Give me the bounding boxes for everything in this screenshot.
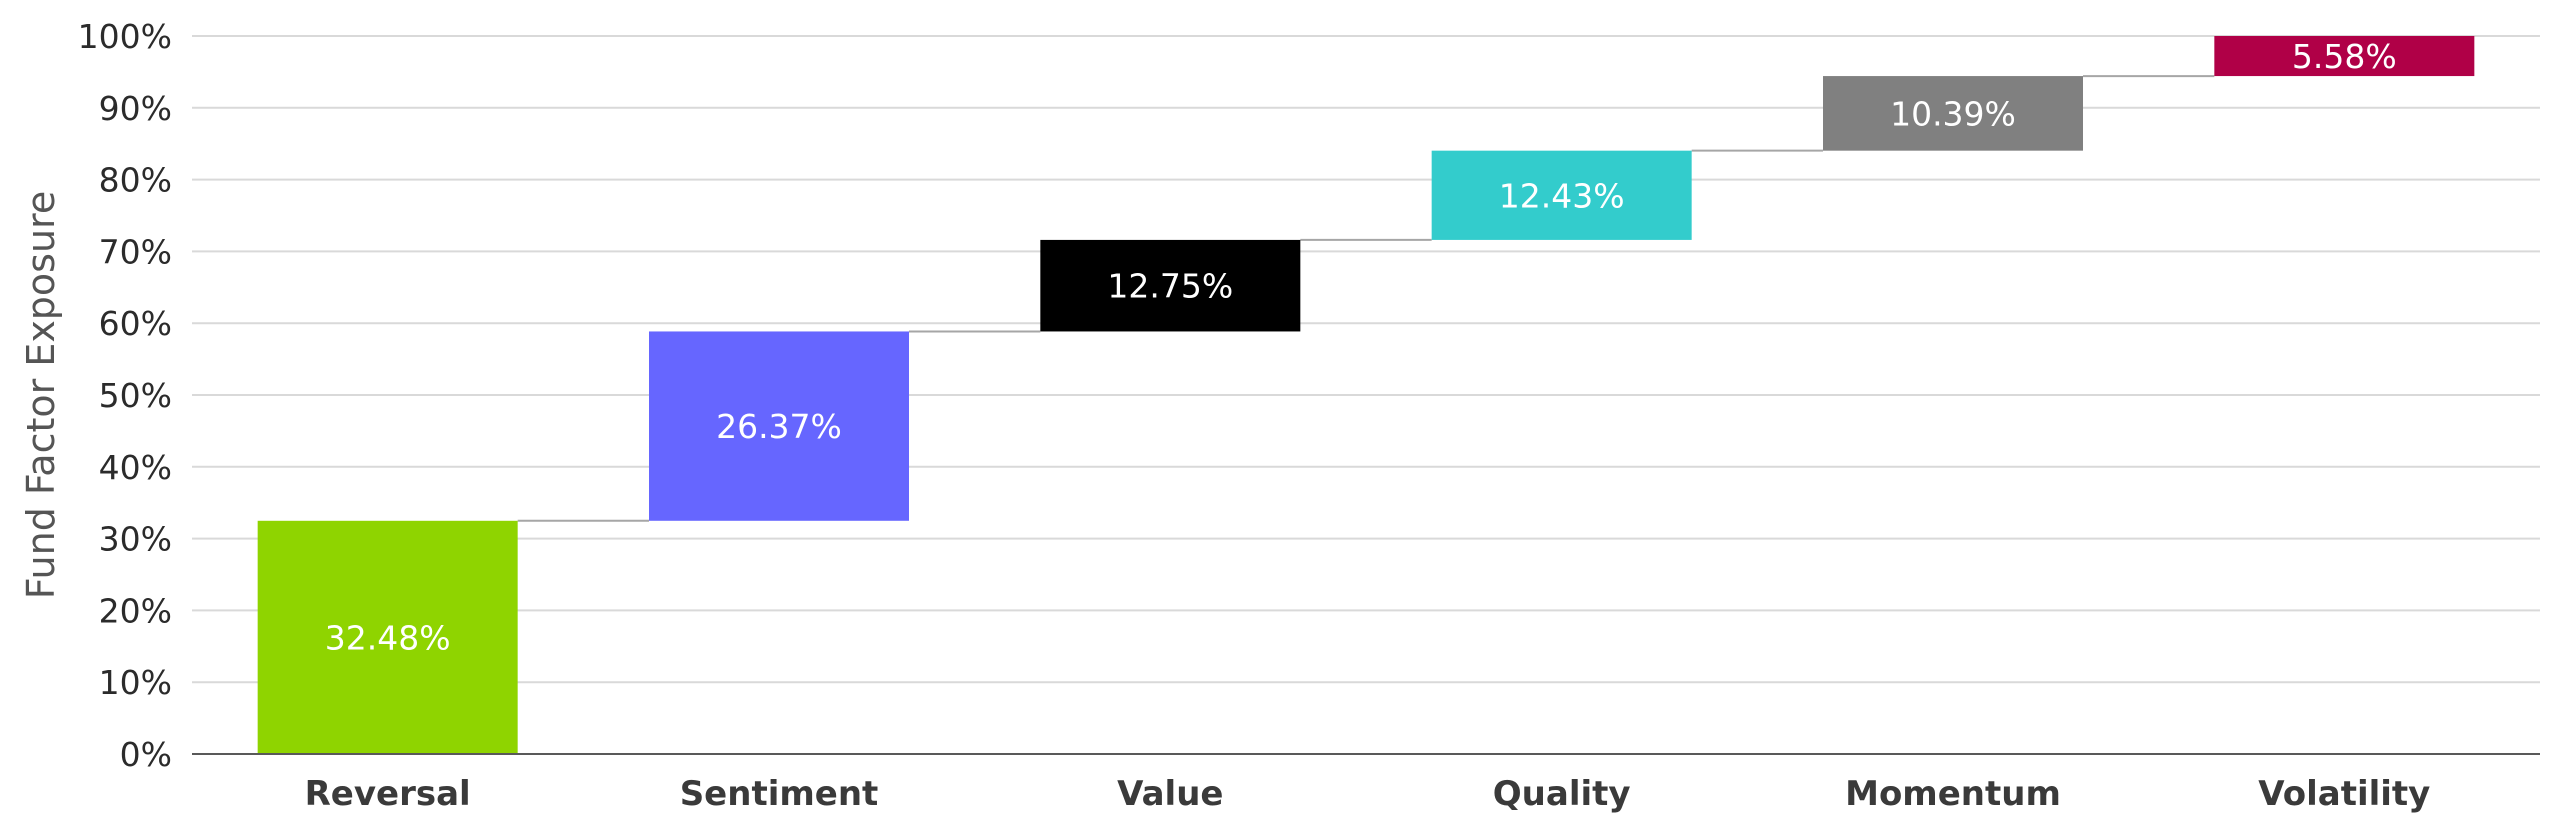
- x-category-label: Momentum: [1845, 774, 2061, 814]
- y-tick-label: 10%: [99, 663, 172, 702]
- gridlines: [192, 35, 2540, 684]
- y-tick-label: 40%: [99, 448, 172, 487]
- data-label-sentiment: 26.37%: [716, 407, 842, 446]
- x-category-label: Quality: [1493, 774, 1631, 814]
- bar-quality: [1431, 150, 1692, 240]
- bar-volatility: [2214, 36, 2475, 77]
- data-label-value: 12.75%: [1107, 267, 1233, 306]
- data-label-momentum: 10.39%: [1890, 94, 2016, 133]
- data-label-reversal: 32.48%: [325, 618, 451, 657]
- y-tick-label: 90%: [99, 89, 172, 128]
- y-tick-label: 100%: [78, 17, 172, 56]
- y-tick-label: 20%: [99, 591, 172, 630]
- x-axis-category-labels: Reversal Sentiment Value Quality Momentum Vol…: [305, 774, 2431, 814]
- y-tick-label: 70%: [99, 232, 172, 271]
- x-category-label: Volatility: [2258, 774, 2430, 814]
- connector-lines: [517, 75, 2215, 522]
- y-tick-label: 80%: [99, 161, 172, 200]
- y-axis-tick-labels: 0% 10% 20% 30% 40% 50% 60% 70% 80% 90% 100%: [78, 17, 172, 774]
- bar-reversal: [257, 520, 518, 754]
- data-label-quality: 12.43%: [1499, 176, 1625, 215]
- y-tick-label: 50%: [99, 376, 172, 415]
- bar-sentiment: [649, 331, 909, 521]
- bar-value: [1040, 239, 1301, 332]
- x-category-label: Sentiment: [680, 774, 879, 814]
- y-axis-title: Fund Factor Exposure: [19, 191, 63, 599]
- x-category-label: Value: [1117, 774, 1223, 814]
- data-label-volatility: 5.58%: [2292, 37, 2397, 76]
- y-tick-label: 60%: [99, 304, 172, 343]
- y-tick-label: 30%: [99, 520, 172, 559]
- y-tick-label: 0%: [120, 735, 172, 774]
- bar-momentum: [1823, 76, 2083, 151]
- x-category-label: Reversal: [305, 774, 471, 814]
- bars: 32.48% 26.37% 12.75% 12.43% 10.39% 5.58%: [257, 36, 2475, 754]
